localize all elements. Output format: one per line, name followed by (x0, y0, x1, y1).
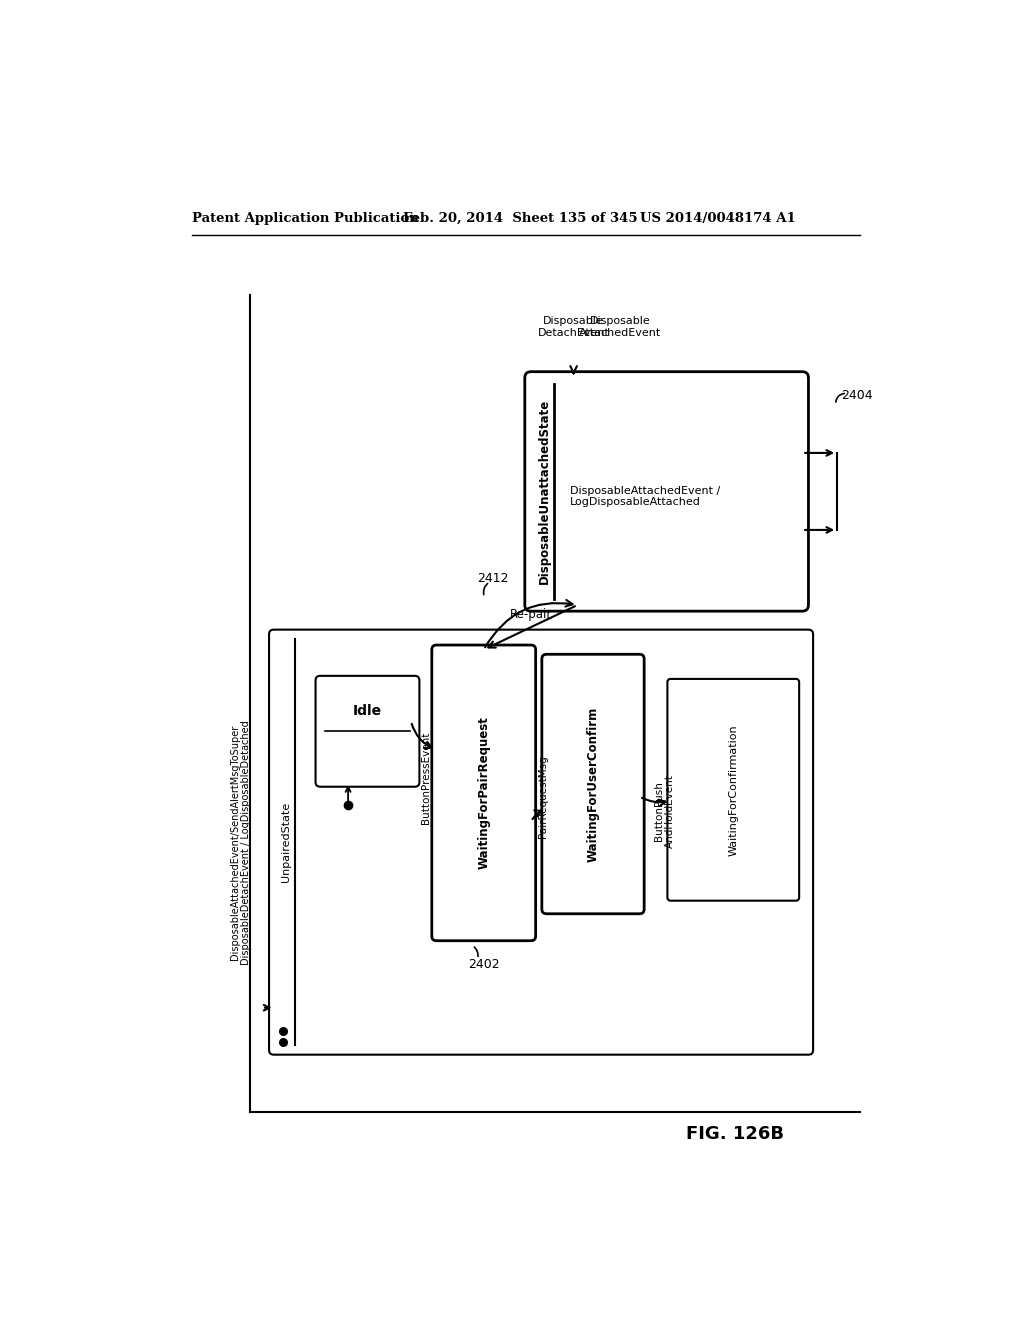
Text: FIG. 126B: FIG. 126B (686, 1125, 784, 1143)
FancyBboxPatch shape (668, 678, 799, 900)
FancyBboxPatch shape (524, 372, 809, 611)
Text: 2404: 2404 (841, 389, 872, 403)
Text: Patent Application Publication: Patent Application Publication (193, 213, 419, 224)
FancyBboxPatch shape (542, 655, 644, 913)
Text: WaitingForConfirmation: WaitingForConfirmation (728, 723, 738, 855)
Text: DisposableUnattachedState: DisposableUnattachedState (538, 399, 551, 583)
Text: Feb. 20, 2014  Sheet 135 of 345: Feb. 20, 2014 Sheet 135 of 345 (403, 213, 638, 224)
Text: DisposableAttachedEvent /
LogDisposableAttached: DisposableAttachedEvent / LogDisposableA… (569, 486, 720, 507)
Text: Disposable
DetachEvent: Disposable DetachEvent (538, 317, 609, 338)
Text: PairRequestMsg: PairRequestMsg (538, 755, 548, 838)
Text: WaitingForPairRequest: WaitingForPairRequest (477, 717, 490, 870)
Text: WaitingForUserConfirm: WaitingForUserConfirm (587, 706, 599, 862)
Text: UnpairedState: UnpairedState (282, 803, 291, 882)
Text: 2402: 2402 (468, 958, 500, 970)
Text: DisposableAttachedEvent/SendAlertMsgToSuper
DisposableDetachEvent / LogDisposabl: DisposableAttachedEvent/SendAlertMsgToSu… (229, 719, 251, 965)
Text: Re-pair: Re-pair (510, 607, 553, 620)
Text: ButtonPush
AndHoldEvent: ButtonPush AndHoldEvent (653, 774, 675, 847)
Text: Idle: Idle (353, 704, 382, 718)
FancyBboxPatch shape (315, 676, 420, 787)
Text: ButtonPressEvent: ButtonPressEvent (421, 731, 431, 824)
Text: 2412: 2412 (477, 572, 508, 585)
Text: US 2014/0048174 A1: US 2014/0048174 A1 (640, 213, 796, 224)
Text: Disposable
AttachedEvent: Disposable AttachedEvent (579, 317, 662, 338)
FancyBboxPatch shape (432, 645, 536, 941)
FancyBboxPatch shape (269, 630, 813, 1055)
